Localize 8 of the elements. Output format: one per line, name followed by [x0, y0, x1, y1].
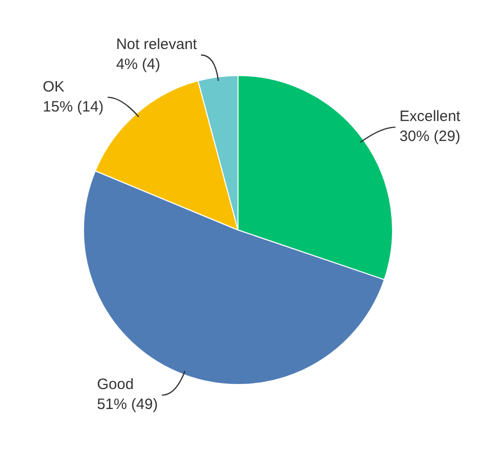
- data-label: 15% (14): [42, 98, 104, 116]
- data-label: 30% (29): [399, 128, 460, 146]
- slice-label: Good: [96, 376, 134, 394]
- slice-label: Excellent: [399, 108, 462, 126]
- slice-label: OK: [42, 78, 64, 96]
- data-label: 4% (4): [116, 56, 160, 74]
- slice-label: Not relevant: [116, 36, 198, 54]
- data-label: 51% (49): [96, 396, 158, 414]
